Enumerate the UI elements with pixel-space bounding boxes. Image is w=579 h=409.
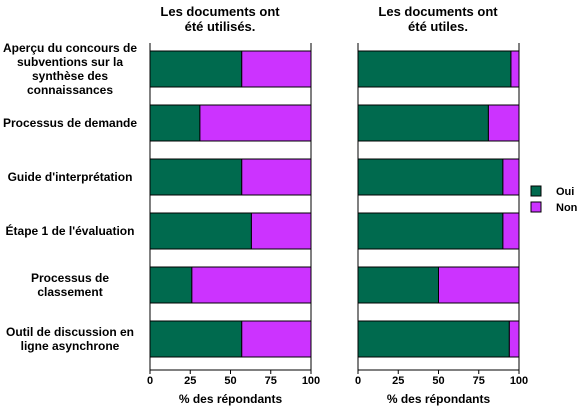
category-label: Processus de <box>31 271 109 285</box>
panel-title: été utiles. <box>408 19 468 34</box>
bar-oui <box>149 50 243 88</box>
x-tick-label: 100 <box>510 375 528 387</box>
bar-oui <box>149 320 243 358</box>
legend-swatch-non <box>530 201 542 213</box>
bar-non <box>438 266 520 304</box>
panel-title: Les documents ont <box>160 4 280 19</box>
bar-oui <box>357 158 504 196</box>
x-axis-label: % des répondants <box>179 392 283 406</box>
x-tick-label: 50 <box>432 375 444 387</box>
legend-swatch-oui <box>530 185 542 197</box>
category-label: Aperçu du concours de <box>3 41 137 55</box>
legend-label: Oui <box>556 186 574 198</box>
x-tick-label: 25 <box>392 375 404 387</box>
bar-non <box>510 50 520 88</box>
bar-non <box>191 266 312 304</box>
bar-non <box>241 320 312 358</box>
category-label: classement <box>37 285 102 299</box>
bar-non <box>199 104 312 142</box>
bar-oui <box>149 104 201 142</box>
category-label: Étape 1 de l'évaluation <box>6 223 135 238</box>
bar-non <box>241 158 312 196</box>
x-tick-label: 0 <box>355 375 361 387</box>
panel-title: été utilisés. <box>185 19 256 34</box>
category-label: connaissances <box>27 83 113 97</box>
x-tick-label: 25 <box>184 375 196 387</box>
x-tick-label: 75 <box>473 375 485 387</box>
category-label: subventions sur la <box>17 55 123 69</box>
bar-non <box>487 104 520 142</box>
bar-oui <box>357 266 439 304</box>
bar-oui <box>149 266 193 304</box>
panel-title: Les documents ont <box>378 4 498 19</box>
bar-non <box>508 320 520 358</box>
x-tick-label: 75 <box>265 375 277 387</box>
category-label: Outil de discussion en <box>6 325 134 339</box>
legend-label: Non <box>556 202 578 214</box>
bar-oui <box>357 50 512 88</box>
bar-oui <box>149 158 243 196</box>
category-label: synthèse des <box>32 69 108 83</box>
bar-non <box>502 212 520 250</box>
bar-oui <box>357 320 510 358</box>
bar-oui <box>357 104 489 142</box>
bar-non <box>241 50 312 88</box>
category-label: ligne asynchrone <box>21 339 120 353</box>
x-tick-label: 100 <box>302 375 320 387</box>
bar-oui <box>149 212 252 250</box>
bar-non <box>502 158 520 196</box>
bar-oui <box>357 212 504 250</box>
x-tick-label: 0 <box>147 375 153 387</box>
category-label: Guide d'interprétation <box>8 170 133 184</box>
bar-non <box>250 212 312 250</box>
category-label: Processus de demande <box>3 116 137 130</box>
x-tick-label: 50 <box>224 375 236 387</box>
x-axis-label: % des répondants <box>387 392 491 406</box>
